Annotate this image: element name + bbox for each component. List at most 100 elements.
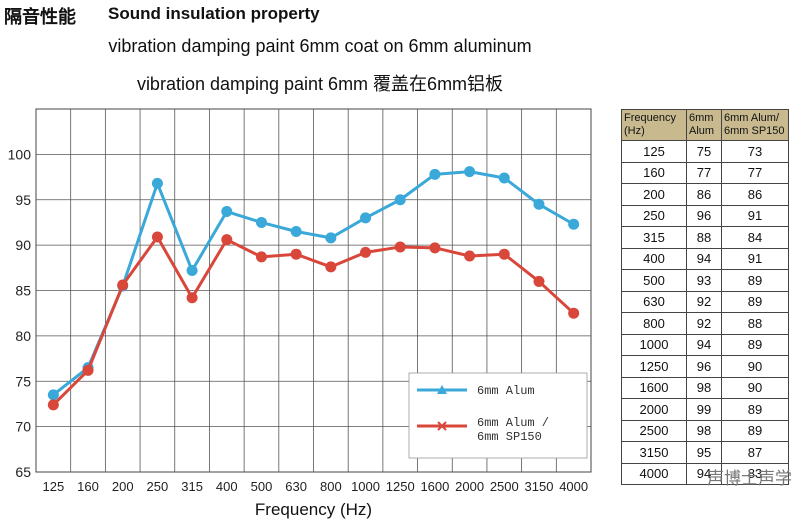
- table-row: 400 94 91: [621, 247, 789, 270]
- table-cell: 500: [621, 269, 687, 292]
- table-cell: 96: [686, 204, 722, 227]
- y-tick-label: 85: [15, 283, 31, 299]
- table-cell: 94: [686, 462, 722, 485]
- series-2-point: [394, 241, 406, 253]
- table-body: 125 75 73 160 77 77 200 86 86 250 96 91 315 88 84 400 94…: [621, 140, 789, 485]
- table-cell: 250: [621, 204, 687, 227]
- table-cell: 200: [621, 183, 687, 206]
- series-1-point: [186, 265, 198, 277]
- series-2-point: [47, 399, 59, 411]
- series-1-point: [255, 216, 267, 228]
- table-row: 1250 96 90: [621, 355, 789, 378]
- table-cell: 84: [721, 226, 789, 249]
- table-row: 500 93 89: [621, 269, 789, 292]
- table-cell: 96: [686, 355, 722, 378]
- table-cell: 90: [721, 376, 789, 399]
- table-cell: 630: [621, 290, 687, 313]
- table-cell: 1600: [621, 376, 687, 399]
- table-cell: 88: [721, 312, 789, 335]
- table-cell: 2500: [621, 419, 687, 442]
- table-cell: 89: [721, 269, 789, 292]
- table-cell: 800: [621, 312, 687, 335]
- series-1-point: [498, 172, 510, 184]
- table-cell: 3150: [621, 441, 687, 464]
- table-row: 160 77 77: [621, 161, 789, 184]
- legend-label: 6mm SP150: [477, 430, 542, 444]
- table-cell: 93: [686, 269, 722, 292]
- series-line-2: [52, 235, 575, 406]
- series-2-point: [186, 292, 198, 304]
- x-axis-label: Frequency (Hz): [255, 500, 372, 519]
- series-2-point: [151, 231, 163, 243]
- table-row: 800 92 88: [621, 312, 789, 335]
- series-1-point: [47, 389, 59, 401]
- table-row: 2000 99 89: [621, 398, 789, 421]
- table-cell: 89: [721, 398, 789, 421]
- table-header-cell: 6mm Alum: [686, 109, 722, 141]
- table-cell: 77: [686, 161, 722, 184]
- series-2-point: [568, 307, 580, 319]
- table-row: 200 86 86: [621, 183, 789, 206]
- series-1-point: [360, 212, 372, 224]
- y-tick-label: 80: [15, 328, 31, 344]
- table-cell: 92: [686, 290, 722, 313]
- table-cell: 1250: [621, 355, 687, 378]
- series-1-point: [464, 166, 476, 178]
- x-tick-label: 500: [251, 479, 273, 494]
- table-cell: 86: [686, 183, 722, 206]
- x-tick-label: 800: [320, 479, 342, 494]
- series-1-point: [568, 218, 580, 230]
- table-cell: 92: [686, 312, 722, 335]
- table-row: 630 92 89: [621, 290, 789, 313]
- table-row: 3150 95 87: [621, 441, 789, 464]
- series-1-point: [151, 177, 163, 189]
- table-cell: 86: [721, 183, 789, 206]
- x-tick-label: 1000: [351, 479, 380, 494]
- subtitle-line-1: vibration damping paint 6mm coat on 6mm …: [108, 36, 532, 56]
- legend-box: [408, 372, 588, 459]
- y-tick-label: 70: [15, 419, 31, 435]
- table-row: 125 75 73: [621, 140, 789, 163]
- series-2-point: [117, 279, 129, 291]
- series-2-point: [498, 248, 510, 260]
- table-row: 250 96 91: [621, 204, 789, 227]
- table-cell: 89: [721, 290, 789, 313]
- series-2-point: [82, 364, 94, 376]
- series-2-point: [325, 261, 337, 273]
- table-cell: 77: [721, 161, 789, 184]
- table-cell: 315: [621, 226, 687, 249]
- x-tick-label: 200: [112, 479, 134, 494]
- watermark-text: 声博士声学: [707, 469, 792, 489]
- series-1-point: [290, 226, 302, 238]
- x-tick-label: 1600: [420, 479, 449, 494]
- series-2-point: [221, 234, 233, 246]
- x-tick-label: 2000: [455, 479, 484, 494]
- series-1-point: [325, 232, 337, 244]
- legend-label: 6mm Alum: [477, 384, 535, 398]
- header-title-zh: 隔音性能: [4, 7, 76, 28]
- y-tick-label: 100: [8, 146, 32, 162]
- y-tick-label: 90: [15, 237, 31, 253]
- table-cell: 99: [686, 398, 722, 421]
- x-tick-label: 160: [77, 479, 99, 494]
- table-cell: 2000: [621, 398, 687, 421]
- legend-marker-triangle: [437, 385, 447, 394]
- table-header-cell: 6mm Alum/6mm SP150: [721, 109, 789, 141]
- series-2-point: [533, 275, 545, 287]
- legend-marker-x: [437, 421, 447, 431]
- table-header-cell: Frequency (Hz): [621, 109, 687, 141]
- table-row: 315 88 84: [621, 226, 789, 249]
- table-row: 4000 94 83: [621, 462, 789, 485]
- table-cell: 95: [686, 441, 722, 464]
- subtitle-line-2: vibration damping paint 6mm 覆盖在6mm铝板: [136, 74, 504, 94]
- x-tick-label: 3150: [525, 479, 554, 494]
- x-tick-label: 315: [181, 479, 203, 494]
- table-cell: 83: [721, 462, 789, 485]
- table-cell: 98: [686, 419, 722, 442]
- table-cell: 89: [721, 333, 789, 356]
- legend-label: 6mm Alum /: [477, 416, 549, 430]
- series-2-point: [290, 248, 302, 260]
- table-row: 1600 98 90: [621, 376, 789, 399]
- series-2-point: [360, 246, 372, 258]
- x-tick-label: 2500: [490, 479, 519, 494]
